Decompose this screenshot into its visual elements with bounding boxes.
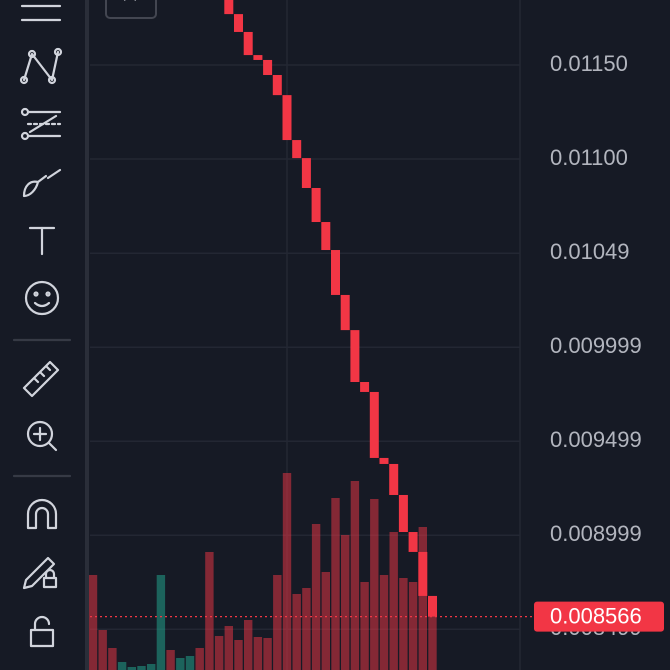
y-tick-label: 0.008999	[550, 521, 642, 546]
volume-bar	[418, 527, 427, 670]
volume-bar	[263, 638, 272, 670]
y-tick-label: 0.01049	[550, 239, 630, 264]
volume-bar	[408, 582, 418, 670]
candle-body	[292, 140, 302, 159]
volume-bar	[185, 656, 195, 670]
volume-bar	[127, 667, 136, 670]
candle-body	[253, 55, 263, 60]
candle-body	[263, 59, 273, 76]
current-price-label: 0.008566	[534, 601, 664, 632]
volume-bar	[311, 524, 321, 670]
y-tick-label: 0.01100	[550, 145, 628, 170]
volume-bar	[253, 637, 263, 670]
candle-body	[379, 457, 389, 464]
volume-bar	[108, 648, 117, 670]
brush-tool[interactable]	[22, 168, 62, 198]
candle-body	[398, 494, 408, 533]
candle-body	[321, 222, 331, 251]
candle-body	[360, 381, 370, 392]
magnet-tool[interactable]	[26, 498, 58, 530]
ruler-tool[interactable]	[22, 360, 60, 398]
candle-body	[389, 463, 399, 495]
emoji-tool[interactable]	[24, 280, 60, 316]
volume-bar	[321, 572, 330, 670]
volume-bar	[195, 648, 204, 670]
candle-body	[350, 330, 360, 382]
candle-body	[234, 14, 243, 32]
candle-body	[340, 294, 350, 331]
lock-drawing-tool[interactable]	[22, 556, 58, 590]
volume-bar	[331, 498, 340, 670]
volume-bar	[370, 499, 379, 670]
volume-bar	[176, 658, 185, 670]
volume-bar	[224, 626, 233, 670]
candle-body	[224, 0, 234, 15]
volume-bar	[389, 532, 398, 670]
close-button[interactable]	[105, 0, 157, 19]
volume-bar	[156, 575, 166, 670]
candle-body	[418, 551, 428, 596]
zoom-tool[interactable]	[26, 420, 58, 452]
candle-body	[408, 532, 418, 552]
volume-bar	[360, 582, 369, 670]
y-tick-label: 0.009999	[550, 333, 642, 358]
y-tick-label: 0.01150	[550, 51, 628, 76]
lines-tool[interactable]	[20, 4, 62, 22]
candle-body	[243, 31, 253, 56]
candle-body	[301, 158, 311, 188]
volume-bar	[166, 650, 175, 670]
fib-tool[interactable]	[20, 107, 62, 141]
volume-bar	[117, 662, 127, 670]
volume-bar	[282, 473, 292, 670]
candle-body	[369, 391, 379, 458]
candle-body	[272, 75, 282, 96]
volume-bar	[98, 630, 107, 670]
volume-bar	[137, 666, 146, 670]
volume-bar	[273, 575, 282, 670]
candle-body	[282, 95, 292, 141]
plot: 0.01150 0.01100 0.01049 0.009999 0.009499 0.0…	[88, 0, 642, 670]
text-tool[interactable]	[28, 226, 56, 256]
volume-bar	[214, 636, 224, 670]
candle-body	[311, 187, 321, 223]
volume-bar	[341, 535, 350, 670]
volume-bar	[379, 575, 389, 670]
volume-bar	[234, 640, 243, 670]
volume-bar	[302, 588, 311, 670]
volume-bar	[244, 620, 253, 670]
current-price-bg	[534, 601, 664, 632]
y-tick-label: 0.009499	[550, 427, 642, 452]
lock-tool[interactable]	[29, 615, 55, 648]
volume-bar	[428, 597, 437, 670]
volume-bar	[205, 552, 214, 670]
candle-body	[331, 250, 340, 295]
volume-bar	[147, 664, 156, 670]
toolbar-icons	[12, 4, 72, 648]
toolbar	[0, 0, 86, 670]
volume-bar	[292, 594, 301, 670]
current-price-text: 0.008566	[550, 603, 642, 628]
candle-body	[428, 595, 437, 617]
volume-bar	[88, 575, 98, 670]
volume-bar	[350, 481, 360, 670]
pattern-tool[interactable]	[19, 47, 63, 85]
volume-bar	[399, 578, 408, 670]
